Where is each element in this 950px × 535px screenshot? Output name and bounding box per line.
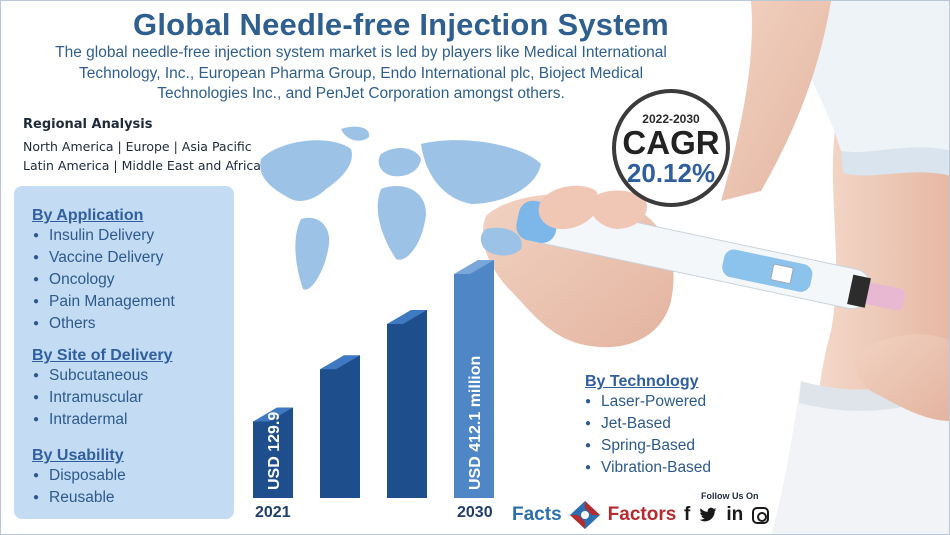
segment-usability: By Usability Disposable Reusable xyxy=(32,446,126,510)
list-item: Intramuscular xyxy=(32,388,173,410)
list-item: Spring-Based xyxy=(585,436,711,458)
page-title: Global Needle-free Injection System xyxy=(133,7,669,42)
segment-site: By Site of Delivery Subcutaneous Intramu… xyxy=(32,346,173,432)
social-links: f in xyxy=(684,504,770,526)
market-growth-bars: USD 129.9 million USD 412.1 million xyxy=(253,260,494,498)
cagr-label: CAGR xyxy=(622,124,720,161)
start-year-label: 2021 xyxy=(255,504,291,521)
end-year-label: 2030 xyxy=(457,504,493,521)
segment-heading: By Technology xyxy=(585,373,699,390)
segment-heading: By Site of Delivery xyxy=(32,347,173,364)
brand-word-2: Factors xyxy=(607,504,677,525)
cagr-years: 2022-2030 xyxy=(642,112,700,126)
twitter-icon[interactable] xyxy=(699,507,717,523)
start-value-label: USD 129.9 million xyxy=(266,356,283,490)
follow-us-label: Follow Us On xyxy=(701,491,759,501)
regional-line-2: Latin America | Middle East and Africa xyxy=(23,158,261,173)
bar-1 xyxy=(253,407,293,498)
list-item: Disposable xyxy=(32,466,126,488)
list-item: Laser-Powered xyxy=(585,392,711,414)
list-item: Subcutaneous xyxy=(32,366,173,388)
list-item: Insulin Delivery xyxy=(32,226,175,248)
bar-4 xyxy=(454,260,494,498)
page-subtitle: The global needle-free injection system … xyxy=(55,44,667,102)
list-item: Oncology xyxy=(32,270,175,292)
regional-analysis: Regional Analysis North America | Europe… xyxy=(23,117,261,175)
cagr-badge: 2022-2030 CAGR 20.12% xyxy=(612,89,730,207)
list-item: Vaccine Delivery xyxy=(32,248,175,270)
end-value-label: USD 412.1 million xyxy=(467,356,484,490)
list-item: Others xyxy=(32,314,175,336)
segment-heading: By Usability xyxy=(32,447,124,464)
brand-mark-icon xyxy=(569,501,600,529)
instagram-icon[interactable] xyxy=(752,506,770,524)
regional-heading: Regional Analysis xyxy=(23,117,153,132)
segment-heading: By Application xyxy=(32,207,144,224)
list-item: Pain Management xyxy=(32,292,175,314)
list-item: Jet-Based xyxy=(585,414,711,436)
cagr-value: 20.12% xyxy=(626,158,716,188)
segment-application: By Application Insulin Delivery Vaccine … xyxy=(32,206,175,336)
brand-word-1: Facts xyxy=(512,504,562,525)
regional-line-1: North America | Europe | Asia Pacific xyxy=(23,139,252,154)
list-item: Intradermal xyxy=(32,410,173,432)
segment-technology: By Technology Laser-Powered Jet-Based Sp… xyxy=(585,372,711,480)
list-item: Vibration-Based xyxy=(585,458,711,480)
bar-2 xyxy=(320,355,360,498)
linkedin-icon[interactable]: in xyxy=(726,504,744,525)
brand-logo: Facts Factors xyxy=(512,499,676,531)
world-map xyxy=(260,126,541,290)
injection-photo xyxy=(471,1,949,534)
bar-3 xyxy=(387,309,427,498)
facebook-icon[interactable]: f xyxy=(684,504,691,525)
list-item: Reusable xyxy=(32,488,126,510)
